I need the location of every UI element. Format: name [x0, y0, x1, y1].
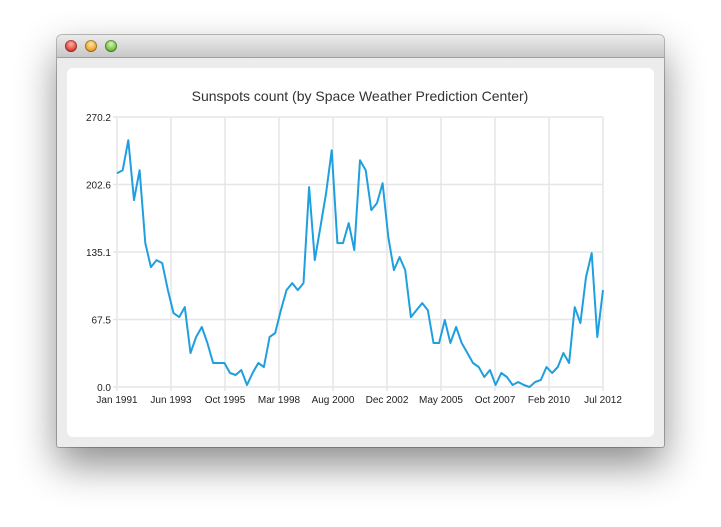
x-tick-label: Oct 1995 [205, 395, 246, 406]
x-tick-label: Dec 2002 [366, 395, 409, 406]
app-window: Sunspots count (by Space Weather Predict… [57, 35, 664, 447]
y-tick-label: 135.1 [86, 248, 111, 259]
y-tick-label: 270.2 [86, 113, 111, 124]
minimize-button[interactable] [85, 40, 97, 52]
chart-view: Sunspots count (by Space Weather Predict… [67, 68, 654, 437]
x-tick-label: Aug 2000 [312, 395, 355, 406]
y-tick-label: 202.6 [86, 181, 111, 192]
x-tick-label: Mar 1998 [258, 395, 301, 406]
close-button[interactable] [65, 40, 77, 52]
y-tick-label: 67.5 [92, 316, 112, 327]
sunspots-series-line [116, 139, 604, 388]
title-bar [57, 35, 664, 58]
x-tick-label: Jun 1993 [150, 395, 192, 406]
chart-title: Sunspots count (by Space Weather Predict… [192, 88, 529, 104]
sunspots-chart: Sunspots count (by Space Weather Predict… [86, 88, 622, 406]
x-tick-label: May 2005 [419, 395, 463, 406]
x-tick-label: Feb 2010 [528, 395, 571, 406]
x-tick-label: Jul 2012 [584, 395, 622, 406]
x-tick-label: Jan 1991 [96, 395, 138, 406]
zoom-button[interactable] [105, 40, 117, 52]
y-tick-label: 0.0 [97, 383, 111, 394]
x-tick-label: Oct 2007 [475, 395, 516, 406]
